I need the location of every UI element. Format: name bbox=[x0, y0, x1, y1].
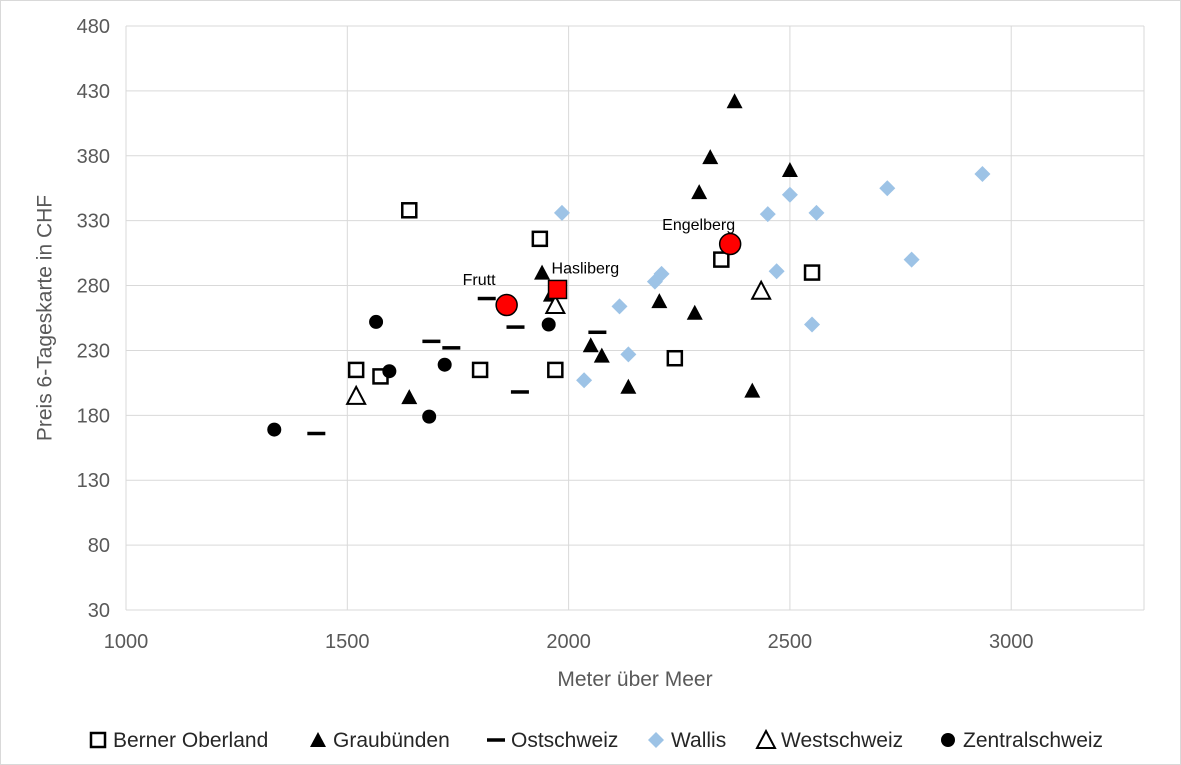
legend-label-zentralschweiz: Zentralschweiz bbox=[963, 729, 1103, 752]
tick-label-layer: 30 80 130 180 230 280 330 380 430 480 1000 1500 2000… bbox=[77, 16, 1034, 653]
legend-marker-graub-nden bbox=[310, 732, 326, 747]
point-berner-oberland bbox=[713, 251, 730, 268]
point-graub-nden bbox=[686, 304, 703, 320]
point-ostschweiz bbox=[442, 346, 461, 350]
point-wallis bbox=[653, 265, 670, 282]
point-westschweiz bbox=[544, 293, 566, 315]
legend-marker-zentralschweiz bbox=[941, 733, 955, 747]
annotation-engelberg: Engelberg bbox=[662, 217, 735, 234]
y-tick-label: 480 bbox=[77, 16, 110, 38]
legend-marker-westschweiz bbox=[755, 728, 777, 749]
point-wallis bbox=[879, 180, 896, 197]
point-wallis bbox=[804, 316, 821, 333]
y-tick-label: 30 bbox=[88, 600, 110, 622]
legend-label-graub-nden: Graubünden bbox=[333, 729, 450, 752]
x-tick-label: 1500 bbox=[325, 631, 370, 653]
point-berner-oberland bbox=[531, 230, 549, 248]
point-graub-nden bbox=[702, 149, 719, 165]
point-wallis bbox=[611, 298, 628, 315]
point-ostschweiz bbox=[307, 431, 326, 436]
y-tick-label: 80 bbox=[88, 535, 110, 557]
y-tick-label: 430 bbox=[77, 81, 110, 103]
point-westschweiz bbox=[345, 384, 367, 405]
grid-layer bbox=[125, 25, 1145, 611]
x-tick-label: 3000 bbox=[989, 631, 1034, 653]
point-ostschweiz bbox=[506, 325, 525, 329]
point-graub-nden bbox=[691, 184, 708, 200]
point-wallis bbox=[759, 206, 776, 223]
legend: Berner Oberland Graubünden Ostschweiz Walli… bbox=[89, 728, 1103, 752]
legend-label-westschweiz: Westschweiz bbox=[781, 729, 903, 752]
y-tick-label: 330 bbox=[77, 211, 110, 233]
point-westschweiz bbox=[750, 279, 772, 300]
point-zentralschweiz bbox=[369, 314, 384, 329]
y-tick-label: 380 bbox=[77, 146, 110, 168]
x-tick-label: 2000 bbox=[546, 631, 591, 653]
point-ostschweiz bbox=[588, 330, 607, 335]
point-wallis bbox=[768, 263, 785, 280]
point-wallis bbox=[553, 204, 570, 221]
point-ostschweiz bbox=[422, 339, 441, 344]
legend-marker-ostschweiz bbox=[487, 738, 505, 742]
point-graub-nden bbox=[651, 293, 668, 309]
point-berner-oberland bbox=[401, 202, 418, 219]
point-wallis bbox=[576, 372, 593, 389]
y-tick-label: 130 bbox=[77, 470, 110, 492]
point-wallis bbox=[781, 186, 798, 203]
highlight-point-engelberg bbox=[718, 232, 742, 256]
legend-marker-wallis bbox=[648, 732, 664, 748]
point-graub-nden bbox=[593, 347, 610, 363]
legend-label-ostschweiz: Ostschweiz bbox=[511, 729, 618, 752]
point-berner-oberland bbox=[803, 264, 821, 281]
point-zentralschweiz bbox=[382, 364, 397, 379]
point-berner-oberland bbox=[547, 361, 564, 379]
y-tick-label: 230 bbox=[77, 340, 110, 362]
point-graub-nden bbox=[582, 337, 599, 353]
annotation-frutt: Frutt bbox=[463, 272, 496, 289]
point-graub-nden bbox=[726, 93, 743, 109]
highlight-layer: Frutt Hasliberg Engelberg bbox=[463, 217, 742, 317]
point-zentralschweiz bbox=[437, 357, 452, 372]
legend-label-wallis: Wallis bbox=[671, 729, 726, 752]
y-tick-label: 280 bbox=[77, 276, 110, 298]
point-ostschweiz bbox=[477, 296, 496, 301]
point-zentralschweiz bbox=[422, 409, 437, 424]
highlight-point-hasliberg bbox=[547, 279, 568, 300]
y-axis-title: Preis 6-Tageskarte in CHF bbox=[34, 195, 57, 441]
point-zentralschweiz bbox=[541, 317, 556, 332]
point-graub-nden bbox=[744, 382, 761, 398]
y-tick-label: 180 bbox=[77, 405, 110, 427]
legend-label-berner-oberland: Berner Oberland bbox=[113, 729, 268, 752]
highlight-point-frutt bbox=[495, 293, 518, 317]
legend-marker-berner-oberland bbox=[89, 731, 107, 749]
point-wallis bbox=[974, 165, 991, 182]
point-wallis bbox=[808, 204, 825, 221]
point-graub-nden bbox=[620, 378, 637, 394]
x-tick-label: 1000 bbox=[104, 631, 149, 653]
x-axis-title: Meter über Meer bbox=[557, 668, 712, 691]
point-ostschweiz bbox=[510, 390, 529, 394]
point-berner-oberland bbox=[347, 361, 365, 379]
point-graub-nden bbox=[534, 264, 551, 280]
point-wallis bbox=[903, 251, 920, 268]
x-tick-label: 2500 bbox=[768, 631, 813, 653]
point-graub-nden bbox=[781, 162, 798, 178]
point-graub-nden bbox=[401, 389, 418, 405]
point-wallis bbox=[620, 346, 637, 363]
annotation-hasliberg: Hasliberg bbox=[552, 260, 620, 277]
point-berner-oberland bbox=[471, 361, 489, 379]
point-zentralschweiz bbox=[267, 422, 282, 437]
point-berner-oberland bbox=[666, 349, 684, 367]
